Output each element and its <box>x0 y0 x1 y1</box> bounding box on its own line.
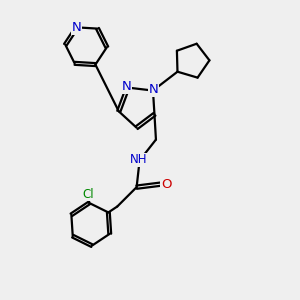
Text: N: N <box>122 80 132 94</box>
Text: O: O <box>161 178 172 191</box>
Text: Cl: Cl <box>83 188 94 201</box>
Text: N: N <box>149 83 159 97</box>
Text: NH: NH <box>130 153 148 166</box>
Text: N: N <box>72 21 82 34</box>
